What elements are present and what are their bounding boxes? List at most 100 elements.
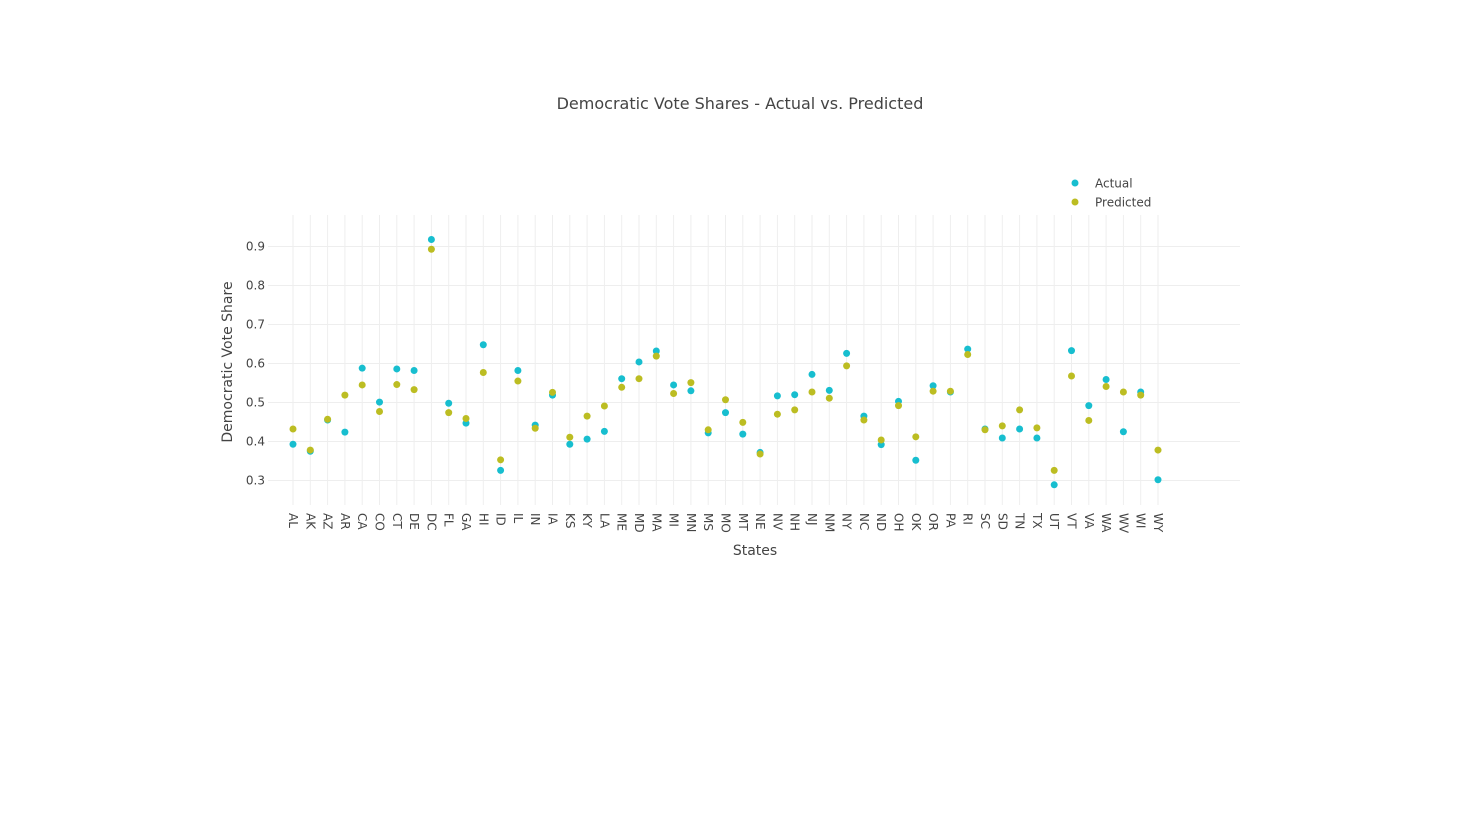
point-predicted-ar[interactable] <box>341 391 349 399</box>
point-actual-ct[interactable] <box>393 365 401 373</box>
point-predicted-tx[interactable] <box>1033 424 1041 432</box>
point-predicted-dc[interactable] <box>427 245 435 253</box>
point-predicted-ga[interactable] <box>462 414 470 422</box>
point-predicted-al[interactable] <box>289 425 297 433</box>
point-predicted-ma[interactable] <box>652 352 660 360</box>
point-predicted-hi[interactable] <box>479 368 487 376</box>
point-actual-vt[interactable] <box>1068 347 1075 355</box>
point-actual-tx[interactable] <box>1033 434 1041 442</box>
point-predicted-ks[interactable] <box>566 433 574 441</box>
point-actual-tn[interactable] <box>1016 425 1024 433</box>
point-actual-hi[interactable] <box>479 341 487 349</box>
point-predicted-ny[interactable] <box>843 362 851 370</box>
point-predicted-nv[interactable] <box>773 410 781 418</box>
point-predicted-mo[interactable] <box>722 396 729 404</box>
x-tick-label: OH <box>892 513 906 531</box>
point-predicted-ok[interactable] <box>912 433 920 441</box>
point-actual-mn[interactable] <box>687 387 695 395</box>
point-predicted-oh[interactable] <box>895 402 902 410</box>
point-actual-ny[interactable] <box>843 349 851 357</box>
point-actual-or[interactable] <box>929 382 937 390</box>
point-actual-sd[interactable] <box>998 434 1006 442</box>
point-predicted-sd[interactable] <box>998 422 1006 430</box>
point-predicted-nc[interactable] <box>860 416 868 424</box>
point-actual-al[interactable] <box>289 440 297 448</box>
point-actual-ma[interactable] <box>652 347 660 355</box>
point-predicted-me[interactable] <box>618 383 626 391</box>
x-tick-label: TX <box>1030 512 1044 529</box>
point-predicted-il[interactable] <box>514 377 522 385</box>
point-predicted-la[interactable] <box>600 402 608 410</box>
point-actual-ky[interactable] <box>583 435 591 443</box>
point-predicted-wa[interactable] <box>1102 383 1110 391</box>
point-actual-wa[interactable] <box>1102 375 1110 383</box>
point-actual-mo[interactable] <box>722 409 729 417</box>
point-predicted-nh[interactable] <box>791 406 799 414</box>
point-predicted-nd[interactable] <box>877 436 885 444</box>
legend-item-predicted[interactable]: Predicted <box>1071 196 1152 210</box>
point-predicted-mi[interactable] <box>670 390 678 398</box>
point-actual-dc[interactable] <box>427 235 435 243</box>
point-actual-id[interactable] <box>497 466 505 474</box>
point-actual-la[interactable] <box>600 427 608 435</box>
point-predicted-ct[interactable] <box>393 381 401 389</box>
x-tick-label: GA <box>459 513 473 531</box>
point-predicted-md[interactable] <box>635 375 643 383</box>
point-predicted-ia[interactable] <box>549 388 556 396</box>
point-predicted-ri[interactable] <box>964 351 972 359</box>
point-predicted-wy[interactable] <box>1154 446 1162 454</box>
point-actual-co[interactable] <box>376 398 383 406</box>
point-predicted-mn[interactable] <box>687 379 695 387</box>
point-predicted-co[interactable] <box>376 407 383 415</box>
point-actual-mt[interactable] <box>739 430 747 438</box>
point-predicted-wi[interactable] <box>1137 391 1145 399</box>
point-predicted-ak[interactable] <box>306 446 314 454</box>
point-actual-wy[interactable] <box>1154 476 1162 484</box>
point-actual-nj[interactable] <box>808 370 816 378</box>
point-actual-va[interactable] <box>1085 402 1093 410</box>
point-predicted-tn[interactable] <box>1016 406 1024 414</box>
point-predicted-va[interactable] <box>1085 416 1093 424</box>
x-tick-label: ND <box>874 513 888 531</box>
point-predicted-de[interactable] <box>410 386 418 394</box>
point-actual-nv[interactable] <box>773 392 781 400</box>
y-axis-title: Democratic Vote Share <box>220 281 236 442</box>
point-predicted-nm[interactable] <box>825 394 833 402</box>
point-actual-ca[interactable] <box>358 364 366 372</box>
point-actual-ok[interactable] <box>912 456 920 464</box>
point-predicted-mt[interactable] <box>739 418 747 426</box>
point-actual-il[interactable] <box>514 367 522 375</box>
point-actual-nh[interactable] <box>791 391 799 399</box>
point-predicted-sc[interactable] <box>981 426 989 434</box>
x-tick-label: MO <box>719 513 733 533</box>
point-actual-ut[interactable] <box>1050 481 1058 489</box>
point-predicted-ms[interactable] <box>704 426 712 434</box>
point-actual-ar[interactable] <box>341 428 349 436</box>
point-predicted-ut[interactable] <box>1050 466 1058 474</box>
point-actual-fl[interactable] <box>445 399 453 407</box>
point-predicted-ca[interactable] <box>358 381 366 389</box>
point-actual-md[interactable] <box>635 358 643 366</box>
legend-item-actual[interactable]: Actual <box>1071 177 1133 191</box>
point-actual-ri[interactable] <box>964 345 972 353</box>
point-actual-de[interactable] <box>410 367 418 375</box>
point-predicted-in[interactable] <box>531 424 539 432</box>
point-predicted-vt[interactable] <box>1068 372 1075 380</box>
point-predicted-az[interactable] <box>324 415 332 423</box>
point-actual-ks[interactable] <box>566 440 574 448</box>
point-predicted-pa[interactable] <box>946 387 954 395</box>
point-predicted-ky[interactable] <box>583 412 591 420</box>
point-actual-me[interactable] <box>618 375 626 383</box>
point-predicted-id[interactable] <box>497 456 505 464</box>
x-tick-label: CT <box>390 513 404 529</box>
x-tick-label: FL <box>442 513 456 527</box>
point-actual-nm[interactable] <box>825 386 833 394</box>
x-tick-label: NY <box>840 513 854 530</box>
point-predicted-or[interactable] <box>929 387 937 395</box>
point-actual-mi[interactable] <box>670 381 678 389</box>
point-predicted-fl[interactable] <box>445 409 453 417</box>
point-predicted-ne[interactable] <box>756 450 764 458</box>
point-predicted-nj[interactable] <box>808 388 816 396</box>
point-predicted-wv[interactable] <box>1119 388 1127 396</box>
point-actual-wv[interactable] <box>1119 428 1127 436</box>
